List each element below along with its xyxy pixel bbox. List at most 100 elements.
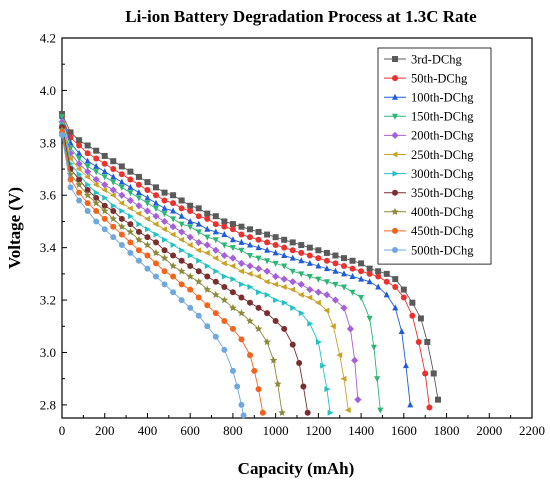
x-tick-label: 2000	[476, 423, 502, 438]
data-point	[169, 223, 177, 231]
data-point	[273, 379, 282, 388]
data-point	[177, 267, 186, 275]
data-point	[289, 254, 296, 261]
data-point	[264, 310, 271, 317]
data-point	[135, 257, 142, 264]
data-point	[135, 228, 142, 235]
legend-label: 350th-DChg	[411, 186, 474, 200]
data-point	[85, 181, 92, 188]
series-line	[61, 129, 283, 413]
data-point	[306, 273, 313, 280]
data-point	[221, 242, 228, 249]
data-point	[178, 228, 186, 236]
data-point	[76, 149, 83, 156]
data-point	[366, 270, 373, 277]
data-point	[426, 404, 433, 411]
data-point	[212, 333, 219, 340]
data-point	[300, 383, 307, 390]
data-point	[297, 280, 305, 288]
data-point	[238, 223, 245, 230]
data-point	[263, 278, 270, 285]
data-point	[296, 359, 303, 366]
legend-label: 50th-DChg	[411, 71, 468, 85]
legend-marker	[392, 227, 398, 234]
data-point	[212, 246, 220, 254]
data-point	[93, 189, 100, 196]
data-point	[136, 221, 143, 228]
series-4	[59, 114, 384, 414]
legend-label: 500th-DChg	[411, 243, 474, 257]
data-point	[272, 260, 279, 267]
data-point	[272, 281, 279, 288]
data-point	[289, 239, 296, 246]
data-point	[110, 173, 117, 180]
data-point	[264, 258, 271, 265]
data-point	[254, 324, 263, 333]
data-point	[194, 277, 203, 285]
data-point	[323, 279, 330, 286]
data-point	[247, 234, 253, 241]
data-point	[212, 213, 219, 220]
data-point	[152, 221, 159, 228]
data-point	[377, 407, 384, 414]
y-tick-label: 3.8	[40, 135, 56, 150]
data-point	[424, 339, 431, 345]
axes: 0 200 400 600 800 1000 1200 1400 1600 1800 2000 220…	[40, 31, 545, 439]
data-point	[152, 212, 160, 220]
data-point	[118, 171, 125, 178]
data-point	[430, 370, 437, 377]
data-point	[101, 202, 108, 209]
data-point	[234, 383, 241, 390]
data-point	[144, 252, 151, 259]
data-point	[332, 281, 339, 288]
data-point	[298, 249, 305, 256]
data-point	[332, 252, 339, 259]
data-point	[76, 142, 83, 149]
legend-marker	[391, 207, 399, 216]
series-3	[59, 113, 414, 408]
data-point	[332, 260, 339, 267]
data-point	[195, 247, 202, 254]
series-11	[59, 131, 247, 419]
data-point	[161, 211, 168, 218]
data-point	[272, 234, 279, 241]
y-tick-label: 2.8	[40, 397, 56, 412]
data-point	[110, 158, 117, 165]
legend-marker	[391, 131, 399, 139]
data-point	[153, 239, 159, 246]
data-point	[153, 260, 159, 267]
data-point	[255, 255, 262, 262]
data-point	[280, 275, 288, 283]
data-point	[135, 189, 142, 196]
data-point	[170, 200, 177, 207]
data-point	[178, 221, 185, 228]
data-point	[247, 352, 253, 359]
data-point	[298, 242, 305, 249]
data-point	[263, 267, 271, 275]
data-point	[144, 194, 151, 201]
data-point	[178, 197, 185, 204]
data-point	[220, 296, 229, 304]
data-point	[398, 328, 405, 335]
legend-label: 400th-DChg	[411, 205, 474, 219]
data-point	[346, 325, 355, 333]
data-point	[281, 244, 288, 251]
x-tick-label: 0	[59, 423, 66, 438]
data-point	[135, 195, 142, 202]
data-point	[170, 273, 177, 280]
data-point	[170, 289, 177, 296]
data-point	[152, 248, 160, 257]
data-point	[220, 260, 227, 267]
data-point	[213, 268, 220, 275]
data-point	[229, 236, 236, 243]
data-point	[93, 194, 100, 201]
data-point	[170, 252, 177, 259]
data-point	[84, 163, 91, 170]
data-point	[298, 310, 305, 317]
data-point	[161, 226, 168, 233]
data-point	[306, 252, 313, 259]
data-point	[251, 367, 258, 374]
data-point	[237, 259, 246, 267]
data-point	[221, 318, 228, 325]
x-tick-label: 1800	[434, 423, 460, 438]
